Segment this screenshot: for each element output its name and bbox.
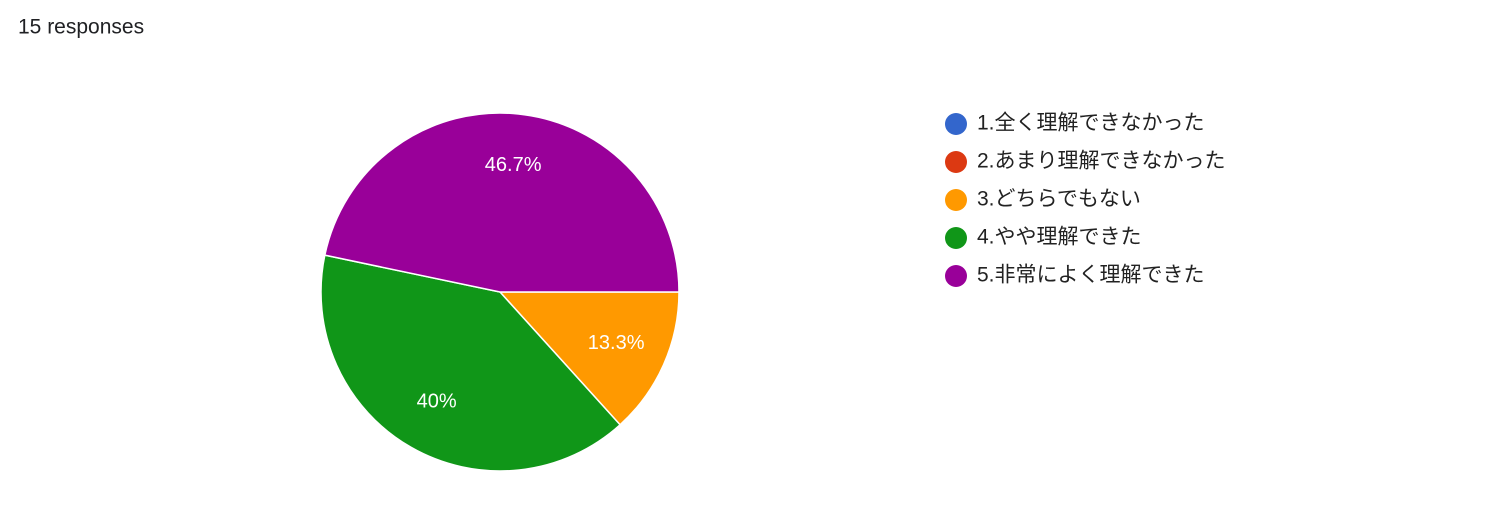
legend-label: 3.どちらでもない bbox=[977, 188, 1141, 211]
legend-label: 2.あまり理解できなかった bbox=[977, 150, 1226, 173]
legend-swatch bbox=[945, 265, 967, 287]
data-label: 46.7% bbox=[485, 154, 542, 176]
legend-swatch bbox=[945, 189, 967, 211]
data-label: 13.3% bbox=[588, 332, 645, 354]
chart-title: 15 responses bbox=[18, 16, 144, 39]
pie-slice bbox=[498, 291, 680, 426]
legend-label: 4.やや理解できた bbox=[977, 226, 1142, 249]
pie-slice bbox=[323, 112, 680, 293]
legend-swatch bbox=[945, 151, 967, 173]
legend-label: 5.非常によく理解できた bbox=[977, 264, 1205, 287]
legend-label: 1.全く理解できなかった bbox=[977, 112, 1205, 135]
data-label: 40% bbox=[417, 390, 457, 412]
legend-swatch bbox=[945, 113, 967, 135]
legend-swatch bbox=[945, 227, 967, 249]
pie-slice bbox=[320, 254, 622, 472]
